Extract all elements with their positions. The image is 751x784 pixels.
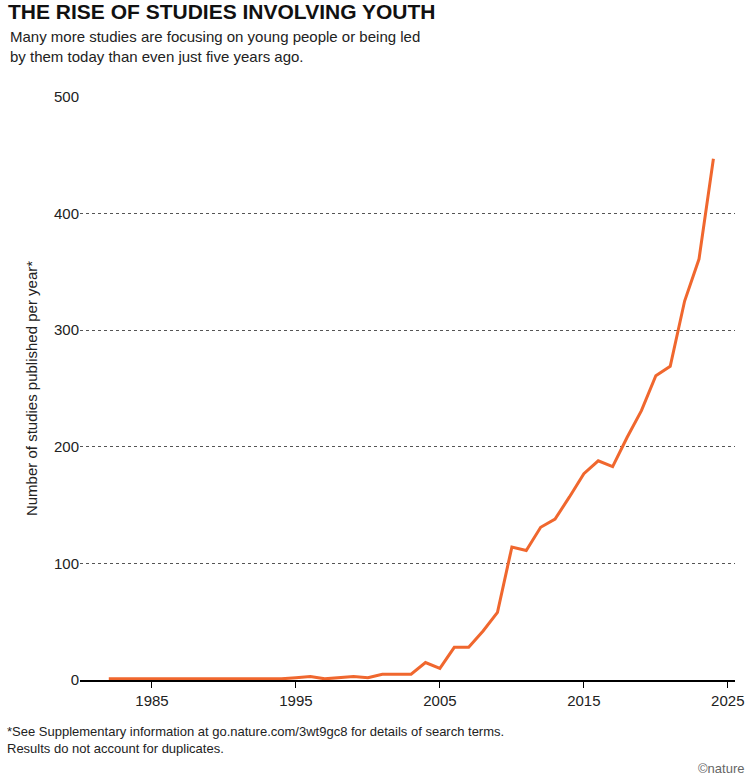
- svg-text:1985: 1985: [135, 692, 168, 709]
- svg-text:100: 100: [54, 555, 79, 572]
- svg-text:©nature: ©nature: [698, 761, 744, 776]
- svg-text:*See Supplementary information: *See Supplementary information at go.nat…: [7, 724, 504, 756]
- svg-text:Many more studies are focusing: Many more studies are focusing on young …: [10, 28, 420, 65]
- svg-text:200: 200: [54, 438, 79, 455]
- svg-text:Number of studies published pe: Number of studies published per year*: [23, 261, 40, 516]
- svg-text:2015: 2015: [567, 692, 600, 709]
- svg-text:400: 400: [54, 205, 79, 222]
- svg-text:300: 300: [54, 321, 79, 338]
- svg-text:THE RISE OF STUDIES INVOLVING: THE RISE OF STUDIES INVOLVING YOUTH: [8, 0, 435, 23]
- svg-text:0: 0: [71, 671, 79, 688]
- svg-text:1995: 1995: [279, 692, 312, 709]
- svg-text:2005: 2005: [423, 692, 456, 709]
- svg-text:2025: 2025: [711, 692, 744, 709]
- svg-text:500: 500: [54, 88, 79, 105]
